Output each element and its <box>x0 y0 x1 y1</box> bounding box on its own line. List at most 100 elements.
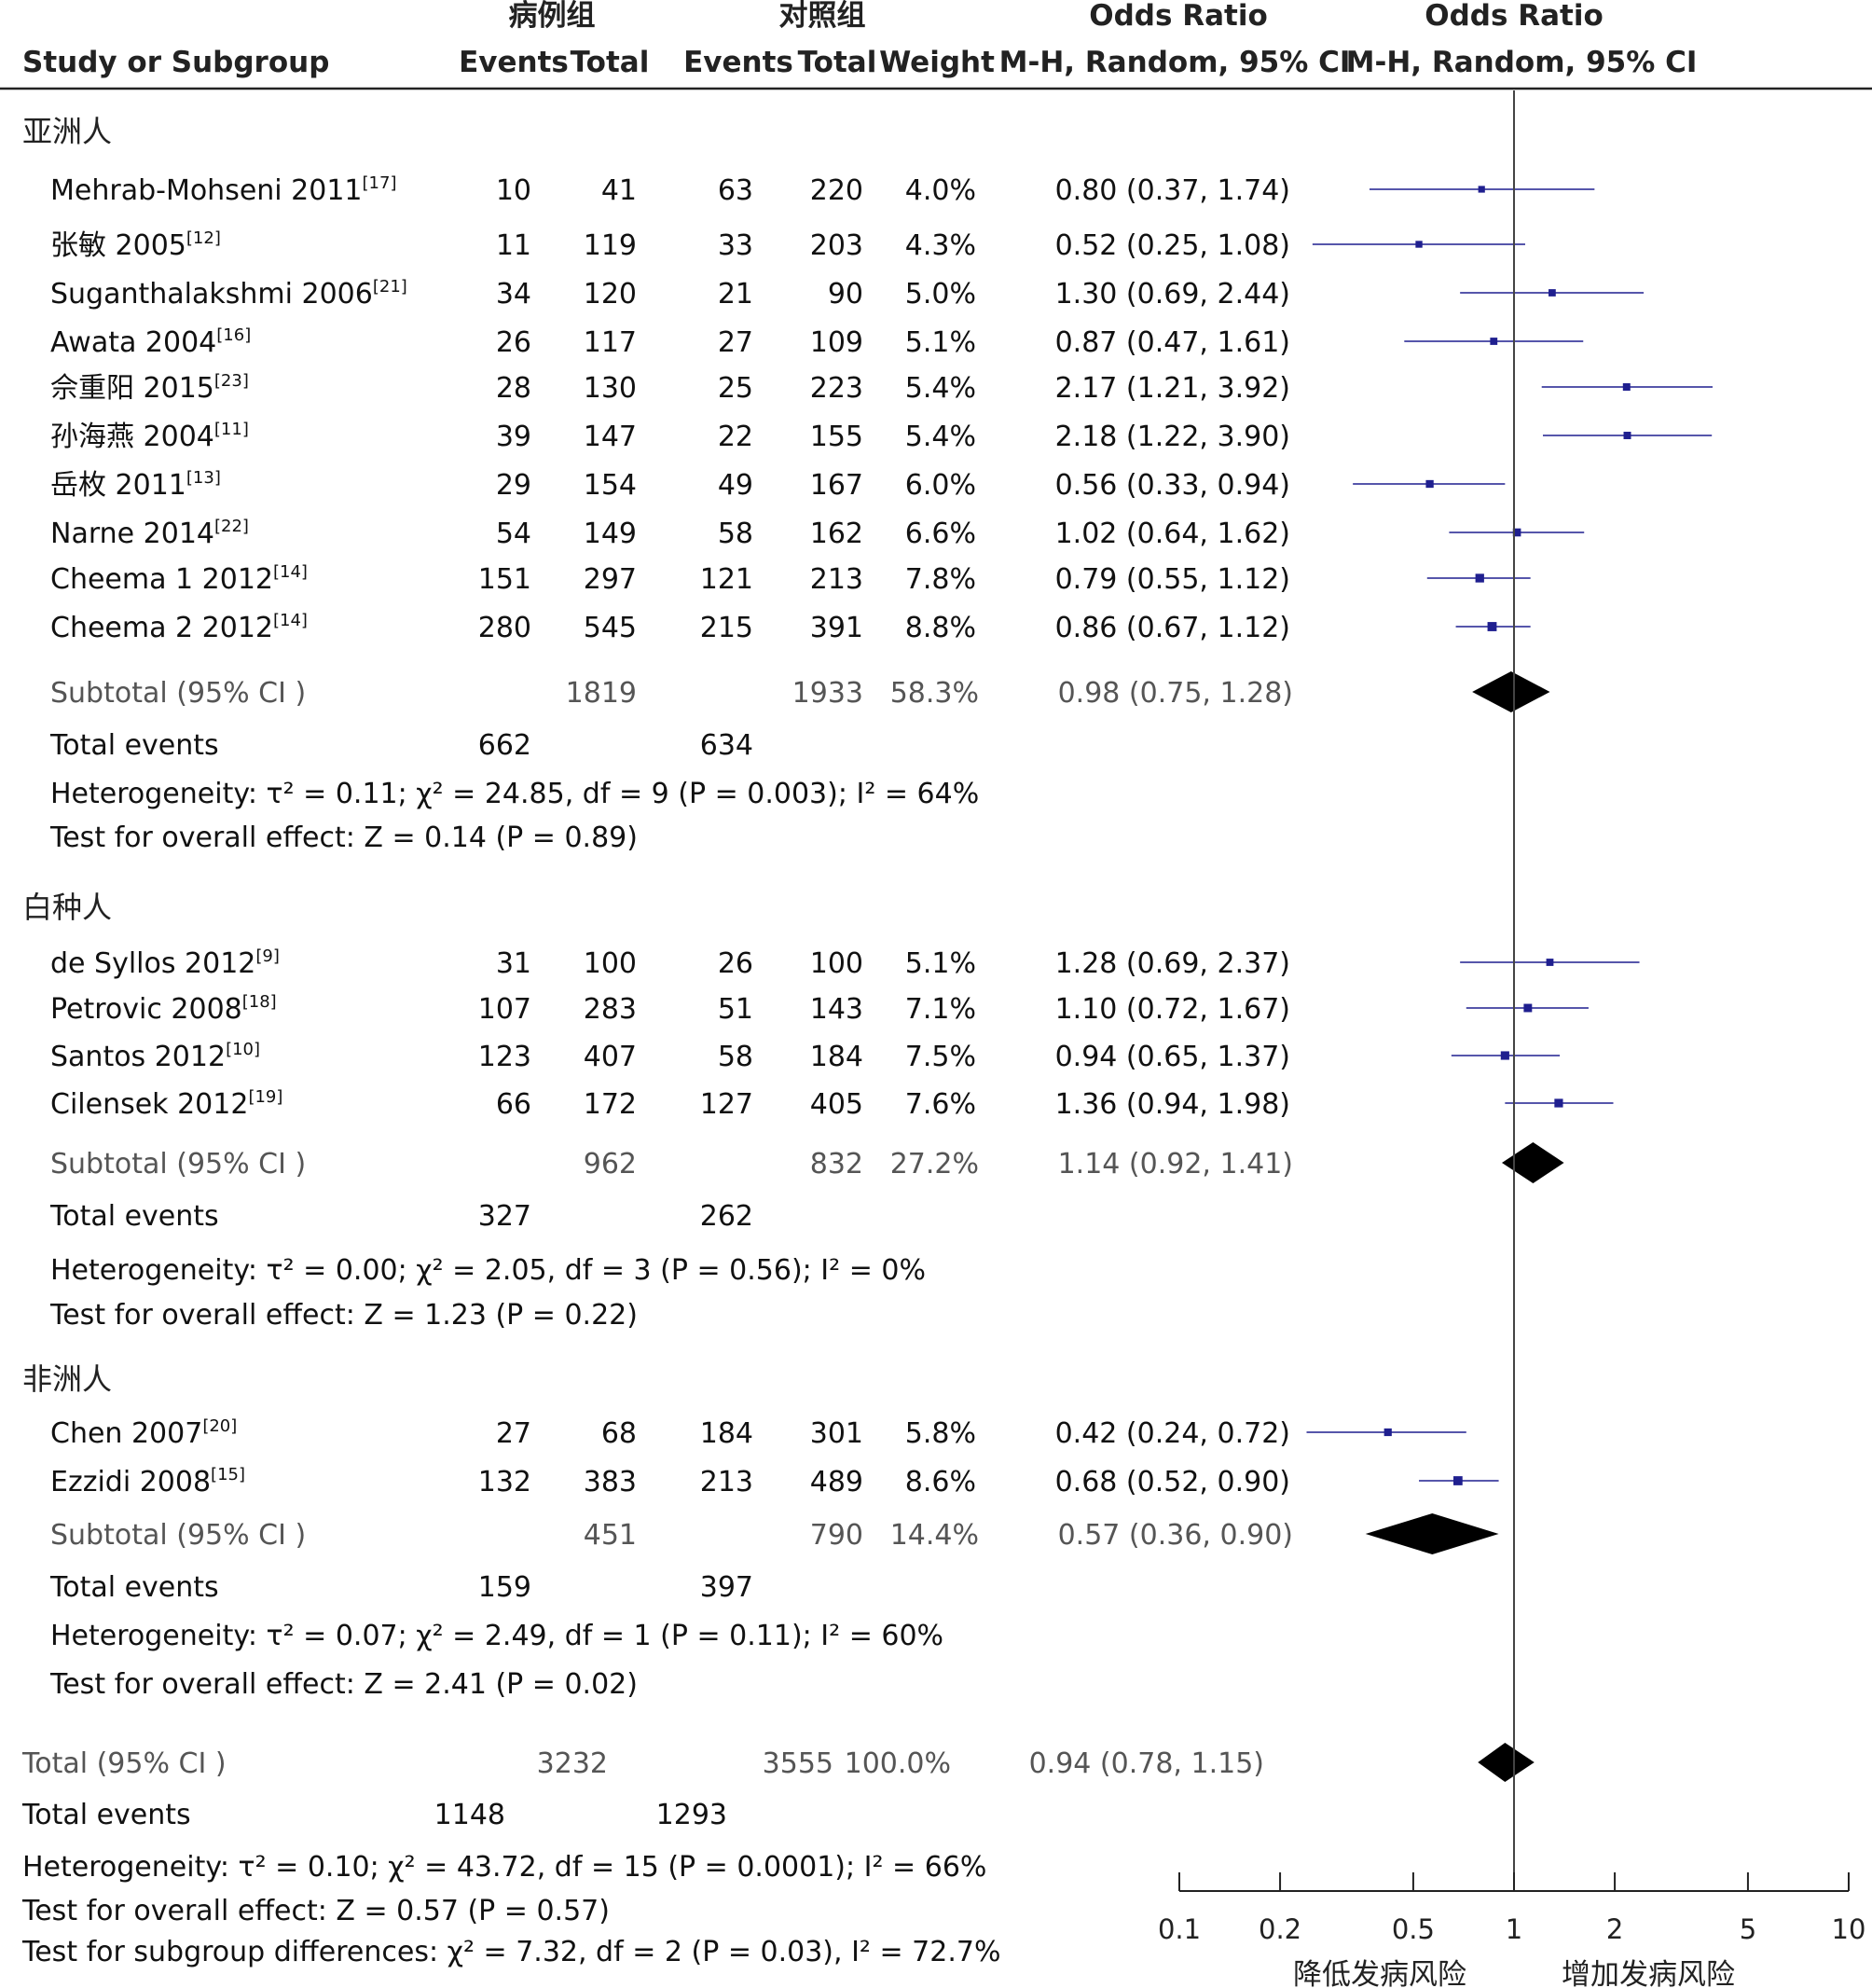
overall-total-events-case: 1148 <box>434 1799 505 1831</box>
study-name: Cheema 1 2012[14] <box>50 562 308 596</box>
total-case: 100 <box>584 947 637 980</box>
reference-superscript: [14] <box>273 611 308 630</box>
x-tick-label: 5 <box>1740 1913 1756 1945</box>
total-case: 147 <box>584 421 637 453</box>
subtotal-odds-ratio-ci: 0.57 (0.36, 0.90) <box>1058 1519 1293 1552</box>
study-name: de Syllos 2012[9] <box>50 946 280 980</box>
events-control: 58 <box>718 1041 753 1073</box>
total-case: 41 <box>601 174 637 207</box>
weight-value: 5.0% <box>905 278 976 311</box>
point-estimate <box>1453 1476 1463 1485</box>
subtotal-total-case: 451 <box>584 1519 637 1552</box>
weight-value: 7.1% <box>905 993 976 1026</box>
odds-ratio-ci: 0.86 (0.67, 1.12) <box>1055 612 1290 644</box>
events1-header: Events <box>459 46 569 79</box>
events-case: 29 <box>496 469 531 502</box>
total-control: 223 <box>810 372 863 405</box>
point-estimate <box>1549 289 1556 297</box>
axis-label-lower-risk: 降低发病风险 <box>1293 1958 1466 1988</box>
total1-header: Total <box>571 46 650 79</box>
events-case: 26 <box>496 326 531 359</box>
overall-effect-stat: Test for overall effect: Z = 0.57 (P = 0… <box>21 1895 610 1927</box>
odds-ratio-ci: 0.79 (0.55, 1.12) <box>1055 563 1290 596</box>
reference-superscript: [10] <box>226 1040 260 1059</box>
events-control: 215 <box>700 612 753 644</box>
weight-header: Weight <box>879 46 995 79</box>
events-case: 39 <box>496 421 531 453</box>
events-case: 151 <box>478 563 531 596</box>
subtotal-total-case: 1819 <box>566 677 637 710</box>
study-name: Santos 2012[10] <box>50 1040 260 1073</box>
x-tick-label: 2 <box>1606 1913 1623 1945</box>
point-estimate <box>1383 1428 1392 1437</box>
overall-effect-stat: Test for overall effect: Z = 2.41 (P = 0… <box>49 1668 638 1701</box>
total-case: 172 <box>584 1088 637 1121</box>
weight-value: 5.8% <box>905 1417 976 1450</box>
study-name: Suganthalakshmi 2006[21] <box>50 277 407 311</box>
events-control: 213 <box>700 1466 753 1498</box>
overall-effect-stat: Test for overall effect: Z = 0.14 (P = 0… <box>49 821 638 854</box>
events-case: 123 <box>478 1041 531 1073</box>
total-control: 213 <box>810 563 863 596</box>
total-control: 162 <box>810 518 863 550</box>
total-events-control: 397 <box>700 1571 753 1604</box>
weight-value: 5.4% <box>905 421 976 453</box>
weight-value: 6.0% <box>905 469 976 502</box>
x-tick-label: 0.5 <box>1392 1913 1435 1945</box>
weight-value: 4.0% <box>905 174 976 207</box>
total2-header: Total <box>798 46 877 79</box>
events-control: 121 <box>700 563 753 596</box>
forest-plot-area <box>1306 90 1713 1891</box>
subgroup-title: 非洲人 <box>22 1361 112 1397</box>
study-name: 岳枚 2011[13] <box>50 468 221 502</box>
x-tick-label: 10 <box>1832 1913 1866 1945</box>
subtotal-weight: 27.2% <box>890 1148 979 1180</box>
total-control: 109 <box>810 326 863 359</box>
study-name: 张敏 2005[12] <box>50 228 221 262</box>
point-estimate <box>1512 528 1521 537</box>
events-control: 58 <box>718 518 753 550</box>
odds-ratio-ci: 0.94 (0.65, 1.37) <box>1055 1041 1290 1073</box>
odds-ratio-ci: 0.56 (0.33, 0.94) <box>1055 469 1290 502</box>
total-case: 68 <box>601 1417 637 1450</box>
total-control: 3555 <box>763 1747 833 1780</box>
reference-superscript: [22] <box>214 517 249 536</box>
events-case: 280 <box>478 612 531 644</box>
reference-superscript: [21] <box>373 277 407 297</box>
weight-value: 8.8% <box>905 612 976 644</box>
pooled-diamond <box>1478 1743 1535 1782</box>
total-case: 149 <box>584 518 637 550</box>
subtotal-label: Subtotal (95% CI ) <box>50 1519 306 1552</box>
point-estimate <box>1487 622 1497 631</box>
subtotal-odds-ratio-ci: 0.98 (0.75, 1.28) <box>1058 677 1293 710</box>
odds-ratio-ci: 0.80 (0.37, 1.74) <box>1055 174 1290 207</box>
subtotal-weight: 14.4% <box>890 1519 979 1552</box>
total-case: 383 <box>584 1466 637 1498</box>
control-group-header: 对照组 <box>779 0 866 33</box>
odds-ratio-ci: 1.36 (0.94, 1.98) <box>1055 1088 1290 1121</box>
events-control: 63 <box>718 174 753 207</box>
reference-superscript: [19] <box>248 1087 282 1107</box>
total-events-case: 662 <box>478 729 531 762</box>
overall-total-events-label: Total events <box>21 1799 191 1831</box>
total-control: 184 <box>810 1041 863 1073</box>
point-estimate <box>1415 241 1423 248</box>
method-text-header: M-H, Random, 95% CI <box>999 46 1351 79</box>
reference-superscript: [13] <box>186 468 221 488</box>
study-name: Petrovic 2008[18] <box>50 992 277 1026</box>
total-weight: 100.0% <box>845 1747 951 1780</box>
or-plot-header: Odds Ratio <box>1425 0 1604 33</box>
reference-superscript: [11] <box>214 420 249 439</box>
total-case: 130 <box>584 372 637 405</box>
point-estimate <box>1622 383 1631 391</box>
events2-header: Events <box>683 46 793 79</box>
total-control: 155 <box>810 421 863 453</box>
x-tick-label: 0.2 <box>1259 1913 1301 1945</box>
heterogeneity-stat: Heterogeneity: τ² = 0.11; χ² = 24.85, df… <box>50 778 979 810</box>
total-events-case: 159 <box>478 1571 531 1604</box>
pooled-diamond <box>1472 671 1550 712</box>
total-control: 301 <box>810 1417 863 1450</box>
total-control: 405 <box>810 1088 863 1121</box>
axis-label-higher-risk: 增加发病风险 <box>1562 1958 1735 1988</box>
